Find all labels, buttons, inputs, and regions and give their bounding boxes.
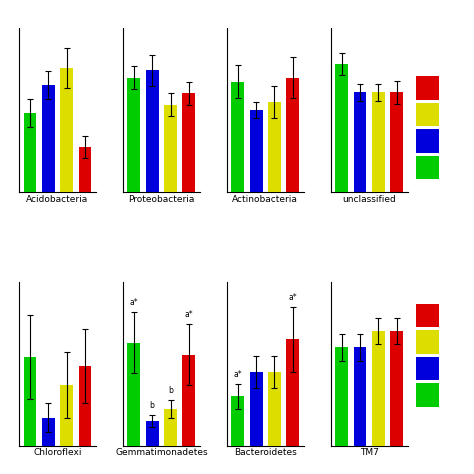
FancyBboxPatch shape	[416, 156, 439, 179]
Bar	[128, 78, 140, 192]
FancyBboxPatch shape	[416, 330, 439, 354]
Bar	[42, 418, 55, 446]
Bar	[79, 147, 91, 192]
Text: a*: a*	[234, 370, 242, 379]
Bar	[286, 339, 299, 446]
Text: b: b	[168, 386, 173, 395]
Bar	[354, 347, 366, 446]
Bar	[231, 396, 244, 446]
FancyBboxPatch shape	[416, 304, 439, 327]
FancyBboxPatch shape	[416, 129, 439, 153]
X-axis label: Acidobacteria: Acidobacteria	[27, 195, 89, 204]
Bar	[24, 357, 36, 446]
Bar	[372, 331, 385, 446]
X-axis label: Chloroflexi: Chloroflexi	[33, 448, 82, 457]
Bar	[390, 92, 403, 192]
Bar	[146, 70, 159, 192]
FancyBboxPatch shape	[416, 76, 439, 100]
Bar	[335, 64, 348, 192]
Bar	[79, 366, 91, 446]
Bar	[128, 343, 140, 446]
Bar	[164, 409, 177, 446]
FancyBboxPatch shape	[416, 103, 439, 126]
Bar	[390, 331, 403, 446]
X-axis label: TM7: TM7	[360, 448, 379, 457]
Bar	[335, 347, 348, 446]
Bar	[42, 85, 55, 192]
Bar	[164, 105, 177, 192]
Bar	[268, 372, 281, 446]
X-axis label: Gemmatimonadetes: Gemmatimonadetes	[115, 448, 208, 457]
X-axis label: Actinobacteria: Actinobacteria	[232, 195, 298, 204]
Text: a*: a*	[288, 292, 297, 301]
Bar	[146, 421, 159, 446]
Bar	[286, 78, 299, 192]
X-axis label: Bacteroidetes: Bacteroidetes	[234, 448, 297, 457]
Bar	[372, 92, 385, 192]
Bar	[60, 68, 73, 192]
X-axis label: unclassified: unclassified	[342, 195, 396, 204]
Text: a*: a*	[184, 310, 193, 319]
Bar	[354, 92, 366, 192]
Bar	[268, 102, 281, 192]
FancyBboxPatch shape	[416, 383, 439, 407]
Text: a*: a*	[129, 298, 138, 307]
Bar	[182, 93, 195, 192]
Bar	[231, 82, 244, 192]
FancyBboxPatch shape	[416, 357, 439, 380]
Bar	[182, 355, 195, 446]
Bar	[250, 372, 263, 446]
Text: b: b	[150, 401, 155, 410]
Bar	[250, 110, 263, 192]
Bar	[24, 113, 36, 192]
X-axis label: Proteobacteria: Proteobacteria	[128, 195, 194, 204]
Bar	[60, 385, 73, 446]
